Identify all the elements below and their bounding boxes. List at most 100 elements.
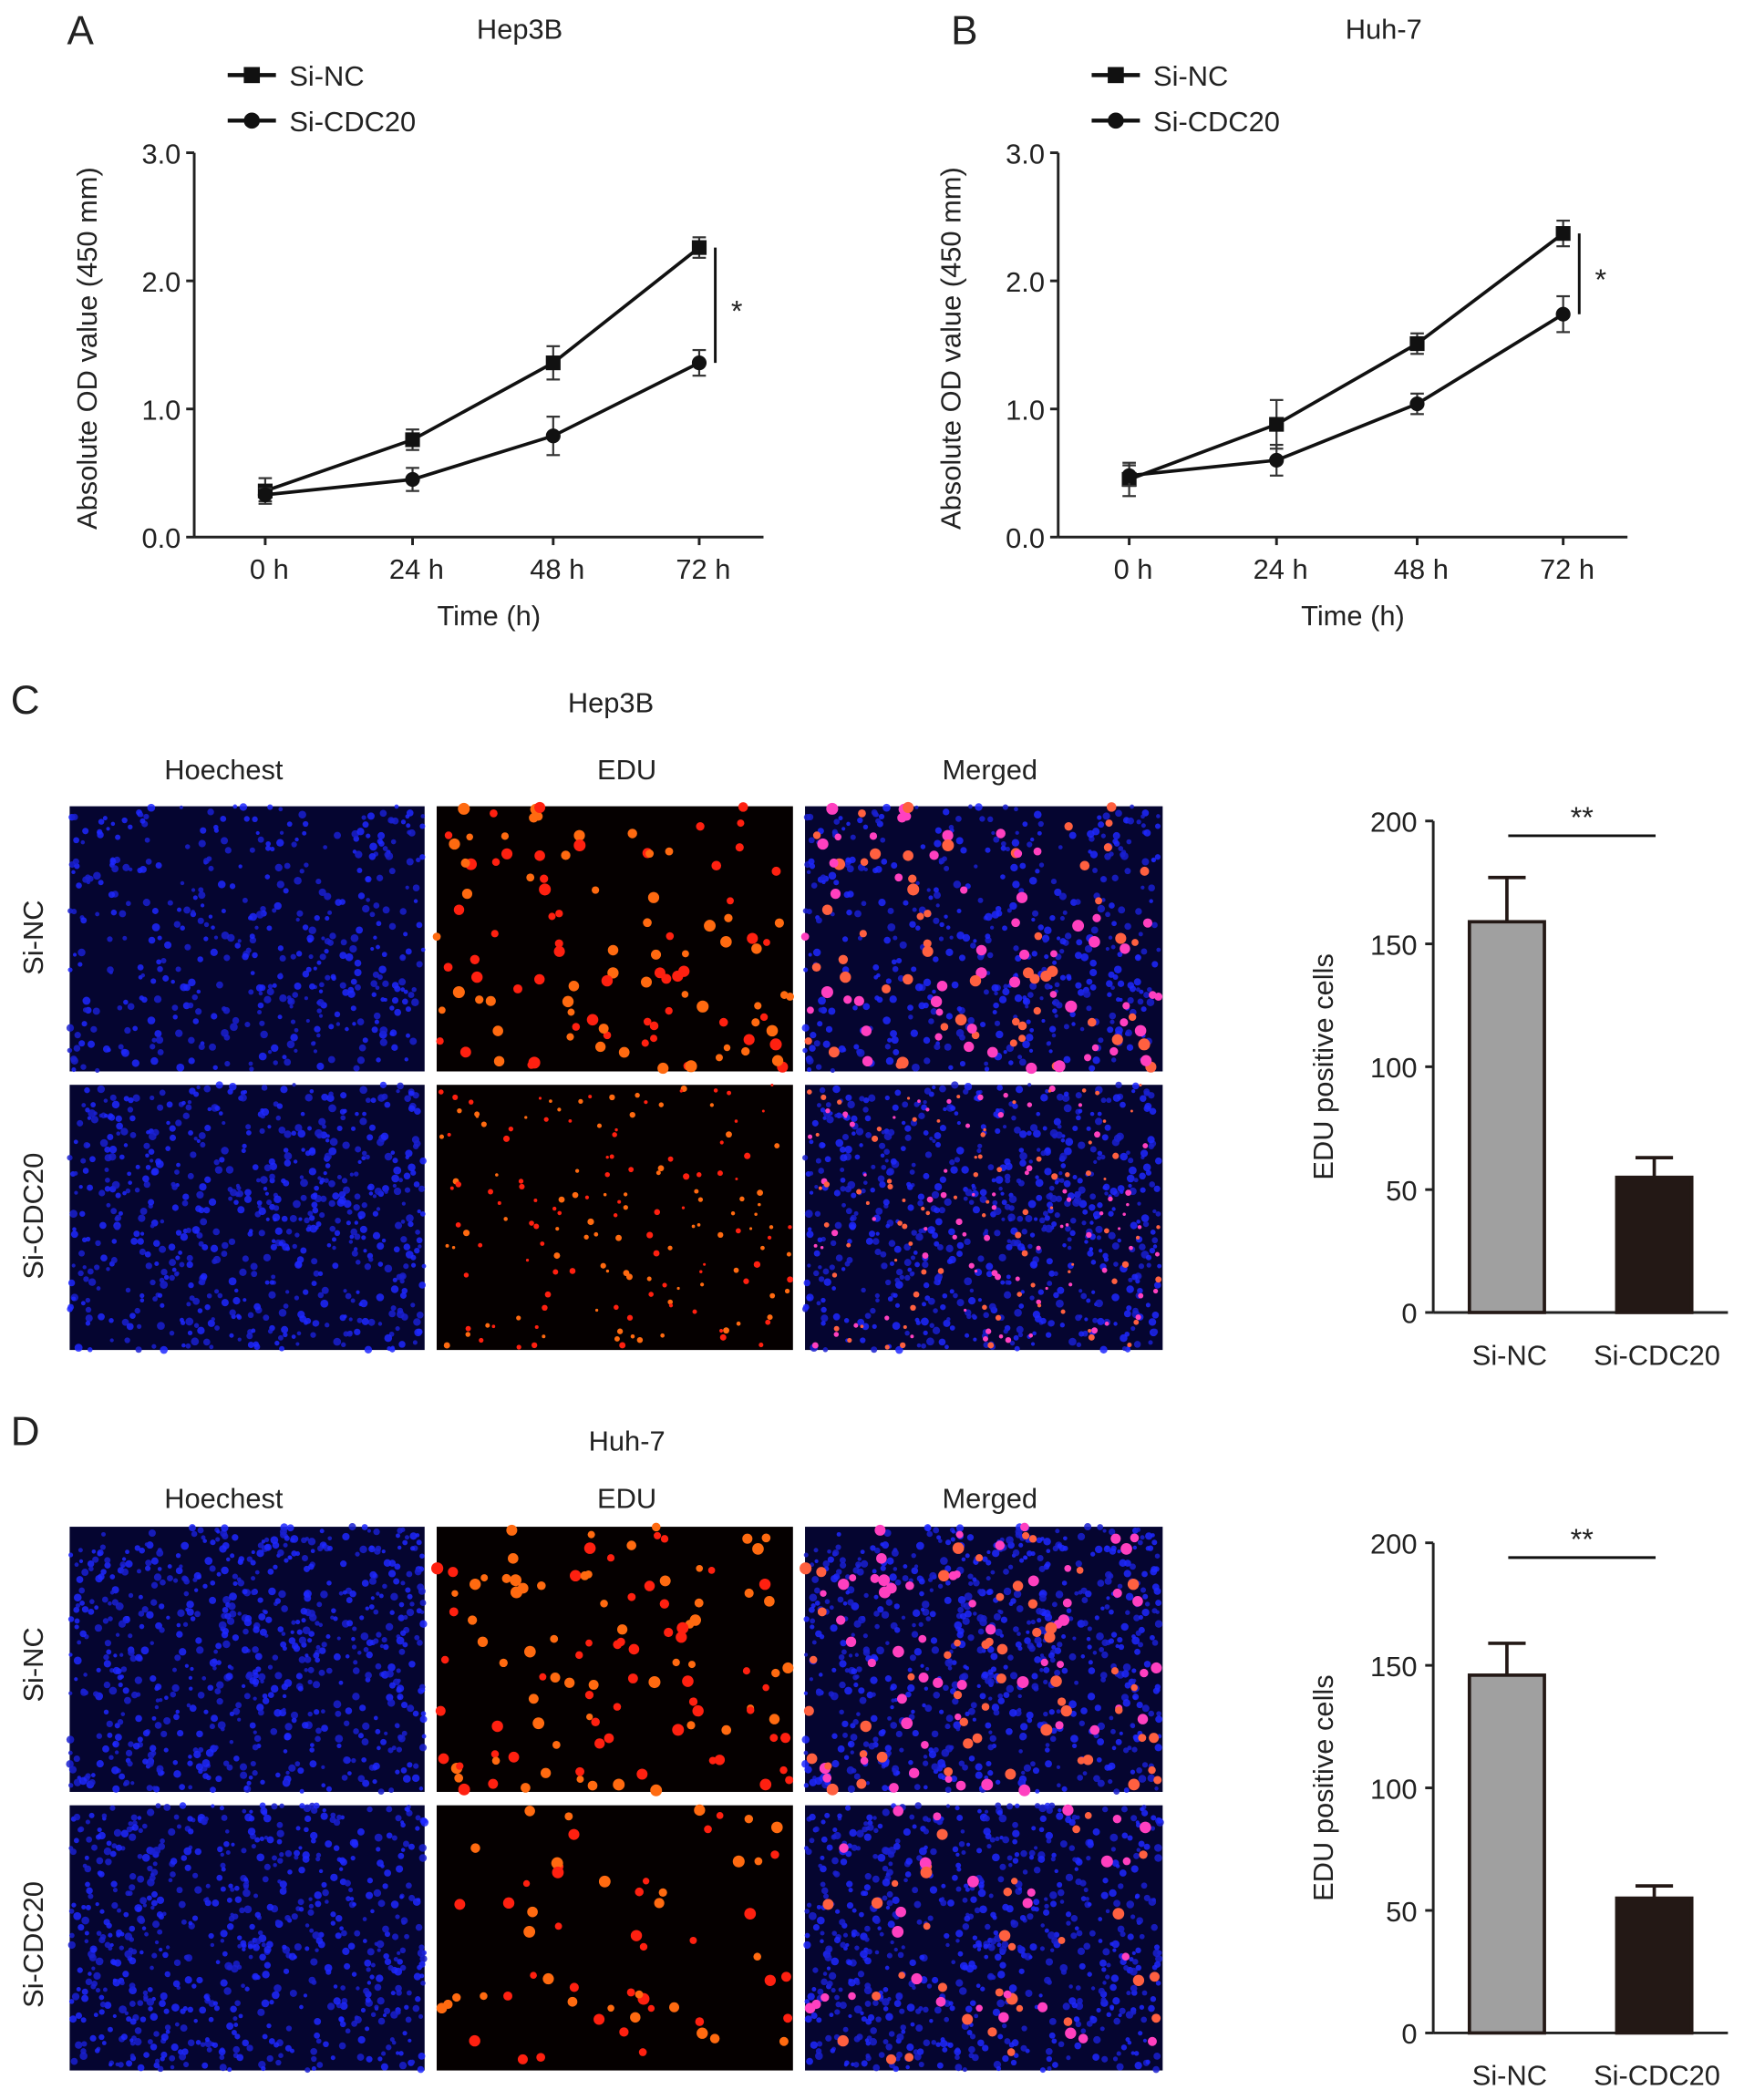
y-axis-label: Absolute OD value (450 mm): [934, 167, 966, 530]
series-line-si-nc: [1128, 232, 1564, 481]
data-point-circle: [405, 471, 420, 488]
y-tick-label: 3.0: [1006, 138, 1045, 170]
x-tick-label: 48 h: [1394, 553, 1449, 585]
y-axis-label: Absolute OD value (450 mm): [71, 167, 103, 530]
y-tick-label: 150: [1370, 1651, 1417, 1683]
data-point-square: [405, 432, 420, 448]
significance-marker: **: [1571, 1523, 1594, 1556]
data-point-circle: [1555, 306, 1571, 322]
series-line-si-nc: [264, 246, 701, 493]
series-line-si-cdc20: [264, 361, 700, 497]
data-point-circle: [691, 355, 707, 371]
bar-si-nc: [1467, 1673, 1546, 2035]
row-label-si-cdc20-d: Si-CDC20: [17, 1881, 49, 2008]
data-point-circle: [545, 428, 561, 444]
legend-label: Si-NC: [1153, 60, 1228, 92]
col-header-merged-d: Merged: [942, 1482, 1037, 1514]
y-tick-label: 0.0: [1006, 522, 1045, 554]
y-tick-label: 150: [1370, 929, 1417, 961]
legend-square-marker: [1108, 67, 1124, 84]
data-point-circle: [1121, 468, 1137, 483]
x-tick-label: 72 h: [1540, 553, 1594, 585]
y-tick-label: 200: [1370, 1528, 1417, 1560]
y-tick-label: 0.0: [141, 522, 181, 554]
legend-square-marker: [243, 67, 261, 84]
x-tick-label: 0 h: [250, 553, 289, 585]
panel-letter-a: A: [67, 9, 94, 54]
legend-label: Si-NC: [289, 60, 364, 92]
line-chart-hep3b: Hep3B Si-NC Si-CDC20 0.0 1.0 2.0 3.0 0 h 24 h 48 …: [71, 14, 764, 632]
x-tick-label: Si-CDC20: [1594, 2060, 1720, 2092]
micrograph-hep3b-si-nc-hoechst: [66, 803, 426, 1073]
y-tick-label: 100: [1370, 1052, 1417, 1084]
panel-d-title: Huh-7: [589, 1425, 666, 1457]
data-point-square: [691, 240, 707, 255]
col-header-edu-c: EDU: [597, 754, 656, 786]
data-point-square: [1269, 417, 1285, 432]
y-tick-label: 2.0: [1006, 266, 1045, 298]
x-tick-label: Si-CDC20: [1594, 1339, 1720, 1371]
y-tick-label: 1.0: [1006, 394, 1045, 426]
legend-circle-marker: [1108, 112, 1124, 129]
microscopy-images: [66, 801, 1164, 2074]
bar-si-cdc20: [1615, 1896, 1694, 2035]
x-tick-label: 24 h: [1254, 553, 1308, 585]
y-tick-label: 3.0: [141, 138, 181, 170]
data-point-circle: [257, 487, 273, 502]
bar-chart-huh7: 0 50 100 150 200 EDU positive cells Si-NC Si-CD…: [1307, 1523, 1729, 2092]
col-header-hoechst-d: Hoechest: [164, 1482, 284, 1514]
micrograph-hep3b-si-nc-merged: [800, 801, 1163, 1075]
y-tick-label: 2.0: [141, 266, 181, 298]
legend-circle-marker: [243, 112, 261, 129]
data-point-circle: [1409, 396, 1425, 412]
significance-marker: *: [1594, 263, 1606, 296]
series-line-si-cdc20: [1129, 313, 1564, 478]
legend-label: Si-CDC20: [289, 106, 416, 138]
micrograph-huh7-si-nc-merged: [800, 1522, 1163, 1796]
col-header-hoechst-c: Hoechest: [164, 754, 284, 786]
micrograph-huh7-si-nc-edu: [431, 1522, 794, 1796]
legend-label: Si-CDC20: [1153, 106, 1280, 138]
micrograph-huh7-si-cdc20-edu: [436, 1804, 793, 2071]
x-tick-label: 0 h: [1114, 553, 1153, 585]
x-tick-label: Si-NC: [1472, 1339, 1547, 1371]
micrograph-huh7-si-cdc20-hoechst: [67, 1802, 429, 2074]
y-tick-label: 200: [1370, 807, 1417, 839]
x-tick-label: Si-NC: [1472, 2060, 1547, 2092]
y-tick-label: 100: [1370, 1773, 1417, 1805]
x-tick-label: 72 h: [676, 553, 730, 585]
bar-si-nc: [1467, 920, 1546, 1314]
line-chart-huh-7: Huh-7 Si-NC Si-CDC20 0.0 1.0 2.0 3.0 0 h 24 h 48 …: [934, 14, 1628, 632]
data-point-square: [1409, 335, 1425, 352]
micrograph-hep3b-si-cdc20-edu: [436, 1084, 794, 1351]
charts: Hep3B Si-NC Si-CDC20 0.0 1.0 2.0 3.0 0 h 24 h 48 …: [71, 14, 1729, 2092]
panel-letter-c: C: [11, 678, 40, 723]
panel-letter-b: B: [951, 9, 977, 54]
x-axis-label: Time (h): [1301, 600, 1405, 632]
col-header-merged-c: Merged: [942, 754, 1037, 786]
data-point-circle: [1269, 452, 1285, 468]
y-tick-label: 1.0: [141, 394, 181, 426]
bar-chart-hep3b: 0 50 100 150 200 EDU positive cells Si-NC Si-CD…: [1307, 801, 1729, 1371]
x-tick-label: 48 h: [530, 553, 584, 585]
micrograph-huh7-si-nc-hoechst: [66, 1523, 428, 1796]
panel-c-title: Hep3B: [568, 687, 654, 719]
bar-si-cdc20: [1615, 1175, 1694, 1314]
chart-title: Hep3B: [477, 14, 562, 46]
significance-marker: **: [1571, 801, 1594, 834]
x-axis-label: Time (h): [437, 600, 541, 632]
y-tick-label: 50: [1386, 1896, 1417, 1928]
x-tick-label: 24 h: [389, 553, 444, 585]
y-axis-label: EDU positive cells: [1307, 953, 1339, 1180]
significance-marker: *: [731, 294, 743, 327]
y-tick-label: 0: [1401, 2018, 1417, 2050]
y-tick-label: 0: [1401, 1298, 1417, 1330]
row-label-si-nc-c: Si-NC: [17, 900, 49, 974]
micrograph-hep3b-si-nc-edu: [432, 801, 795, 1075]
y-tick-label: 50: [1386, 1175, 1417, 1207]
panel-letter-d: D: [11, 1409, 40, 1454]
micrograph-huh7-si-cdc20-merged: [803, 1802, 1164, 2074]
micrograph-hep3b-si-cdc20-merged: [802, 1081, 1163, 1354]
row-label-si-cdc20-c: Si-CDC20: [17, 1153, 49, 1280]
